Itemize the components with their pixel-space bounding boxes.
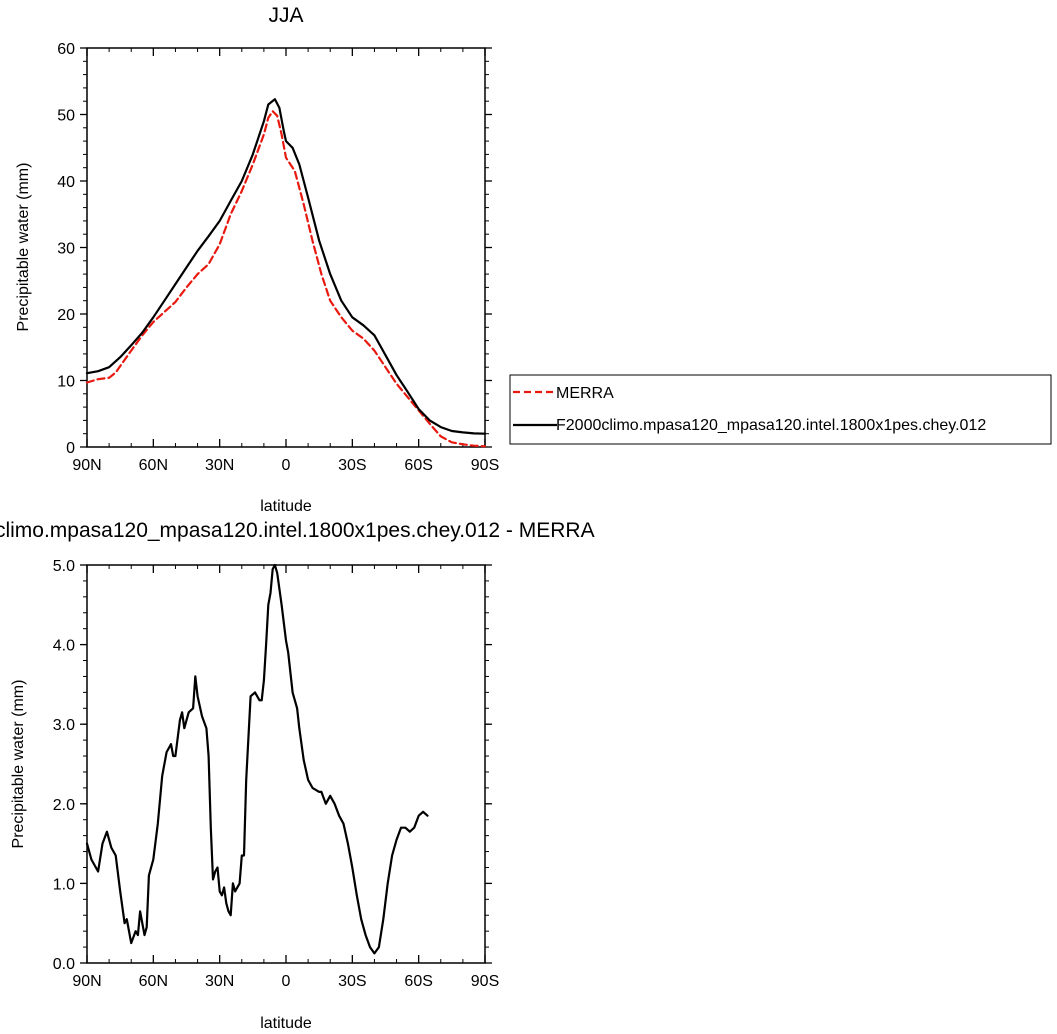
top-y-tick-label: 0 xyxy=(66,440,75,457)
bottom-y-tick-label: 0.0 xyxy=(53,956,75,973)
top-y-tick-label: 10 xyxy=(57,374,75,391)
top-y-tick-label: 30 xyxy=(57,241,75,258)
top-y-tick-label: 50 xyxy=(57,108,75,125)
top-plot-frame xyxy=(86,47,486,448)
bottom-y-tick-label: 1.0 xyxy=(53,876,75,893)
bottom-x-tick-label: 90S xyxy=(471,973,499,990)
bottom-lines xyxy=(85,563,429,955)
top-ticks: 90N 60N 30N 0 30S 60S 90S 0 10 20 30 40 50 60 xyxy=(57,41,499,474)
legend-label-merra: MERRA xyxy=(556,385,614,402)
bottom-x-tick-label: 30S xyxy=(338,973,366,990)
bottom-x-tick-label: 60N xyxy=(139,973,168,990)
bottom-y-tick-label: 2.0 xyxy=(53,797,75,814)
bottom-y-tick-label: 4.0 xyxy=(53,638,75,655)
top-series-line-merra xyxy=(85,110,487,448)
bottom-x-tick-label: 90N xyxy=(72,973,101,990)
bottom-x-tick-label: 60S xyxy=(404,973,432,990)
top-panel: JJA 90N 60N 30N 0 30S 60S 90S 0 10 20 30 40 50 60 lat… xyxy=(15,4,499,515)
bottom-ticks: 90N 60N 30N 0 30S 60S 90S 0.0 1.0 2.0 3.0 4.0 5.0 xyxy=(53,558,499,990)
top-x-tick-label: 90N xyxy=(72,457,101,474)
top-y-tick-label: 20 xyxy=(57,307,75,324)
top-y-tick-label: 40 xyxy=(57,174,75,191)
top-x-tick-label: 90S xyxy=(471,457,499,474)
bottom-y-tick-label: 3.0 xyxy=(53,717,75,734)
top-series-line-model xyxy=(85,98,487,435)
bottom-x-tick-label: 0 xyxy=(282,973,291,990)
top-y-axis-label: Precipitable water (mm) xyxy=(15,163,32,332)
bottom-series-line-difference xyxy=(85,563,429,955)
top-y-tick-label: 60 xyxy=(57,41,75,58)
legend-box xyxy=(509,374,1052,445)
legend: MERRA F2000climo.mpasa120_mpasa120.intel… xyxy=(509,374,1052,445)
bottom-x-tick-label: 30N xyxy=(205,973,234,990)
bottom-panel: F2000climo.mpasa120_mpasa120.intel.1800x… xyxy=(0,519,595,1032)
top-x-tick-label: 60N xyxy=(139,457,168,474)
bottom-chart-title: F2000climo.mpasa120_mpasa120.intel.1800x… xyxy=(0,519,595,542)
top-x-axis-label: latitude xyxy=(260,498,312,515)
legend-label-model: F2000climo.mpasa120_mpasa120.intel.1800x… xyxy=(556,417,986,434)
top-x-tick-label: 0 xyxy=(282,457,291,474)
bottom-x-axis-label: latitude xyxy=(260,1015,312,1032)
top-x-tick-label: 30N xyxy=(205,457,234,474)
top-chart-title: JJA xyxy=(268,4,303,27)
bottom-y-tick-label: 5.0 xyxy=(53,558,75,575)
top-x-tick-label: 60S xyxy=(404,457,432,474)
bottom-y-axis-label: Precipitable water (mm) xyxy=(10,680,27,849)
top-x-tick-label: 30S xyxy=(338,457,366,474)
top-lines xyxy=(85,98,487,448)
